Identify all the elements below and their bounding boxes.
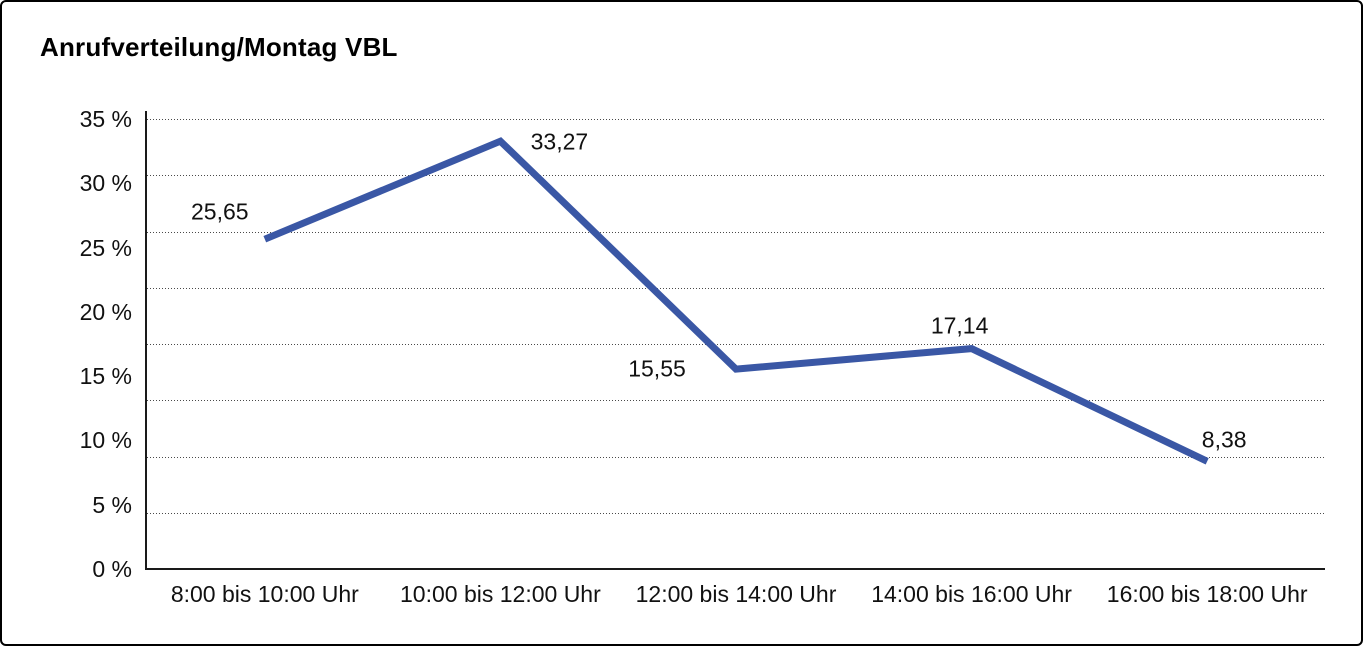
page-title: Anrufverteilung/Montag VBL (40, 32, 398, 62)
gridline (147, 344, 1325, 345)
x-axis-label: 14:00 bis 16:00 Uhr (871, 581, 1072, 607)
series-svg (263, 137, 1209, 465)
y-axis-label: 35 % (79, 106, 132, 132)
data-point-label: 8,38 (1201, 426, 1247, 453)
y-axis-label: 30 % (79, 170, 132, 197)
y-axis-line (145, 111, 147, 569)
x-axis-line (145, 568, 1325, 570)
x-axis-label: 16:00 bis 18:00 Uhr (1106, 581, 1308, 607)
y-axis-label: 5 % (92, 491, 132, 518)
x-tick-labels: 8:00 bis 10:00 Uhr 10:00 bis 12:00 Uhr 12:… (147, 581, 1325, 607)
gridline (147, 231, 1325, 233)
data-point-label: 25,65 (191, 198, 249, 225)
gridline (147, 512, 1325, 514)
data-point-label: 17,14 (930, 312, 989, 339)
y-axis-label: 15 % (79, 363, 132, 390)
y-axis-label: 25 % (79, 234, 132, 261)
x-axis-label: 12:00 bis 14:00 Uhr (635, 581, 837, 607)
x-axis-label: 10:00 bis 12:00 Uhr (400, 581, 601, 607)
y-axis-label: 0 % (92, 556, 132, 582)
data-point-label: 15,55 (628, 355, 686, 382)
data-point-label: 33,27 (530, 128, 589, 155)
gridline (147, 400, 1325, 402)
y-axis-label: 20 % (79, 298, 132, 325)
x-axis-label: 8:00 bis 10:00 Uhr (170, 581, 359, 607)
gridline (147, 456, 1325, 458)
gridline (147, 175, 1325, 177)
plot-area: 35 % 30 % 25 % 20 % 15 % 10 % 5 % 0 % 25,65 33,2… (80, 106, 1325, 607)
gridline (147, 287, 1325, 289)
data-line-series (263, 137, 1209, 465)
y-axis-label: 10 % (79, 427, 132, 454)
gridline (147, 119, 1325, 120)
